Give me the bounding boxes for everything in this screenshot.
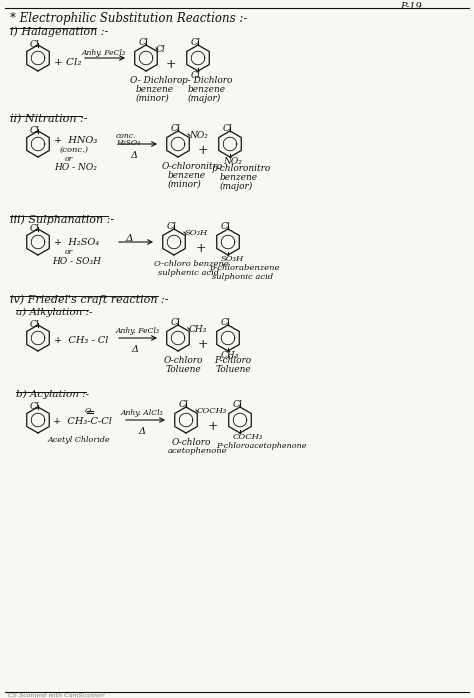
Text: +: +	[166, 58, 176, 71]
Text: Cl: Cl	[30, 402, 40, 411]
Text: +  H₂SO₄: + H₂SO₄	[54, 238, 99, 247]
Text: benzene: benzene	[168, 171, 206, 180]
Text: * Electrophilic Substitution Reactions :-: * Electrophilic Substitution Reactions :…	[10, 12, 247, 25]
Text: COCH₃: COCH₃	[233, 433, 263, 441]
Text: +  CH₃-C-Cl: + CH₃-C-Cl	[53, 417, 112, 426]
Text: H₂SO₄: H₂SO₄	[116, 139, 140, 147]
Text: (major): (major)	[188, 94, 221, 103]
Text: Cl: Cl	[30, 126, 40, 135]
Text: benzene: benzene	[188, 85, 226, 94]
Text: SO₃H: SO₃H	[221, 255, 244, 263]
Text: Cl: Cl	[191, 71, 201, 80]
Text: a) Alkylation :-: a) Alkylation :-	[16, 308, 92, 317]
Text: Cl: Cl	[30, 40, 40, 49]
Text: (conc.): (conc.)	[60, 146, 89, 154]
Text: P-19: P-19	[400, 2, 422, 11]
Text: Anhy. FeCl₃: Anhy. FeCl₃	[116, 327, 160, 335]
Text: Toluene: Toluene	[216, 365, 252, 374]
Text: O-chloronitro: O-chloronitro	[162, 162, 223, 171]
Text: (minor): (minor)	[168, 180, 202, 189]
Text: iv) Friedel's craft reaction :-: iv) Friedel's craft reaction :-	[10, 294, 168, 304]
Text: p-chloronitro: p-chloronitro	[212, 164, 271, 173]
Text: or: or	[65, 248, 73, 256]
Text: sulphenic acid: sulphenic acid	[158, 269, 219, 277]
Text: Cl: Cl	[156, 45, 166, 54]
Text: Cl: Cl	[179, 400, 189, 409]
Text: +  CH₃ - Cl: + CH₃ - Cl	[54, 336, 109, 345]
Text: benzene: benzene	[136, 85, 174, 94]
Text: Cl: Cl	[167, 222, 177, 231]
Text: O- Dichloro: O- Dichloro	[130, 76, 182, 85]
Text: O-chloro: O-chloro	[172, 438, 211, 447]
Text: Cl: Cl	[171, 318, 181, 327]
Text: conc.: conc.	[116, 132, 137, 140]
Text: Anhy. FeCl₃: Anhy. FeCl₃	[82, 49, 126, 57]
Text: CH₃: CH₃	[189, 325, 207, 334]
Text: Δ: Δ	[131, 345, 138, 354]
Text: Cl: Cl	[139, 38, 149, 47]
Text: HO - NO₂: HO - NO₂	[54, 163, 97, 172]
Text: sulphonic acid: sulphonic acid	[212, 273, 273, 281]
Text: O-chloro: O-chloro	[164, 356, 203, 365]
Text: CS Scanned with CamScanner: CS Scanned with CamScanner	[8, 693, 105, 698]
Text: Cl: Cl	[191, 38, 201, 47]
Text: Cl: Cl	[30, 320, 40, 329]
Text: Toluene: Toluene	[166, 365, 202, 374]
Text: Cl: Cl	[221, 222, 231, 231]
Text: (major): (major)	[220, 182, 253, 191]
Text: HO - SO₃H: HO - SO₃H	[52, 257, 101, 266]
Text: SO₃H: SO₃H	[185, 229, 208, 237]
Text: +  HNO₃: + HNO₃	[54, 136, 97, 145]
Text: Anhy. AlCl₃: Anhy. AlCl₃	[121, 409, 164, 417]
Text: P-chloro: P-chloro	[214, 356, 251, 365]
Text: +: +	[196, 242, 207, 255]
Text: Cl: Cl	[171, 124, 181, 133]
Text: NO₂: NO₂	[189, 131, 208, 140]
Text: b) Acylation :-: b) Acylation :-	[16, 390, 89, 399]
Text: or: or	[65, 155, 73, 163]
Text: +: +	[208, 420, 219, 433]
Text: P-chloroacetophenone: P-chloroacetophenone	[216, 442, 307, 450]
Text: Cl: Cl	[233, 400, 243, 409]
Text: Cl: Cl	[30, 224, 40, 233]
Text: O-chloro benzene: O-chloro benzene	[154, 260, 229, 268]
Text: acetophenone: acetophenone	[168, 447, 228, 455]
Text: Δ: Δ	[130, 151, 137, 160]
Text: Cl: Cl	[223, 124, 233, 133]
Text: O: O	[85, 407, 91, 415]
Text: CH₃: CH₃	[221, 351, 239, 360]
Text: +: +	[198, 144, 209, 157]
Text: p- Dichloro: p- Dichloro	[182, 76, 232, 85]
Text: Δ: Δ	[125, 234, 133, 243]
Text: NO₂: NO₂	[223, 157, 242, 166]
Text: Acetyl Chloride: Acetyl Chloride	[48, 436, 110, 444]
Text: +: +	[198, 338, 209, 351]
Text: p-chlorabenzene: p-chlorabenzene	[210, 264, 281, 272]
Text: iii) Sulphanation :-: iii) Sulphanation :-	[10, 214, 114, 225]
Text: ii) Nitration :-: ii) Nitration :-	[10, 114, 88, 124]
Text: + Cl₂: + Cl₂	[54, 58, 82, 67]
Text: COCH₃: COCH₃	[197, 407, 227, 415]
Text: i) Halagenation :-: i) Halagenation :-	[10, 26, 108, 36]
Text: benzene: benzene	[220, 173, 258, 182]
Text: Cl: Cl	[221, 318, 231, 327]
Text: Δ: Δ	[138, 427, 145, 436]
Text: (minor): (minor)	[136, 94, 170, 103]
